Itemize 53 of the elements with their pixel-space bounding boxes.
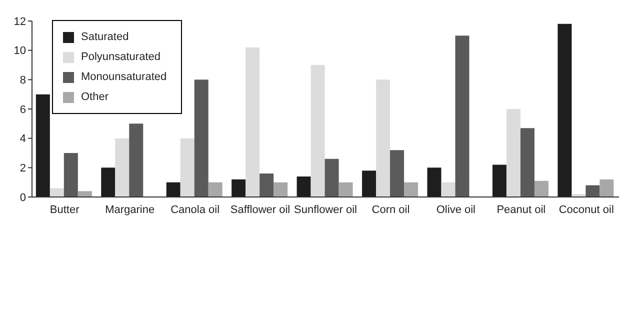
x-tick-label: Peanut oil (496, 204, 546, 216)
legend-label: Polyunsaturated (80, 50, 162, 65)
bar (36, 94, 50, 197)
bar (390, 150, 404, 197)
x-tick-label: Corn oil (372, 204, 410, 216)
bar (180, 138, 194, 197)
bar (427, 168, 442, 197)
bar (194, 80, 208, 197)
bar (64, 153, 78, 197)
y-tick-label: 0 (20, 192, 26, 204)
x-tick-label: Safflower oil (230, 204, 290, 216)
bar (324, 158, 339, 197)
bar (208, 182, 222, 197)
bar (232, 179, 246, 197)
y-tick-label: 12 (14, 16, 26, 28)
bar (558, 24, 572, 197)
y-tick-label: 6 (20, 104, 26, 116)
y-tick-label: 10 (14, 45, 26, 58)
y-tick-label: 4 (20, 133, 26, 146)
bar (246, 47, 260, 197)
bar (600, 179, 614, 197)
bar (101, 168, 116, 197)
bar (274, 182, 288, 197)
legend-label: Saturated (80, 30, 130, 45)
bar (586, 185, 600, 197)
bar (455, 36, 470, 197)
x-tick-label: Canola oil (170, 204, 220, 216)
bar (492, 164, 506, 197)
bar (50, 188, 64, 197)
x-tick-label: Margarine (105, 204, 155, 216)
bar (310, 65, 325, 197)
bar (506, 109, 520, 197)
bar (376, 80, 390, 197)
y-tick-label: 8 (20, 74, 26, 87)
bar (166, 182, 180, 197)
bar (296, 176, 311, 197)
legend-label: Other (80, 90, 110, 105)
bar (338, 182, 353, 197)
x-tick-label: Olive oil (436, 204, 476, 216)
x-tick-label: Butter (50, 204, 80, 216)
bar (260, 174, 274, 197)
bar (441, 182, 456, 197)
bar (115, 138, 130, 197)
bar (78, 191, 92, 197)
x-tick-label: Sunflower oil (294, 204, 357, 216)
bar (520, 128, 534, 197)
bar (129, 124, 144, 197)
bar (534, 180, 548, 197)
x-tick-label: Coconut oil (558, 204, 614, 216)
bar (404, 182, 418, 197)
legend-label: Monounsaturated (80, 70, 167, 85)
bar (362, 170, 376, 197)
y-tick-label: 2 (20, 162, 26, 175)
